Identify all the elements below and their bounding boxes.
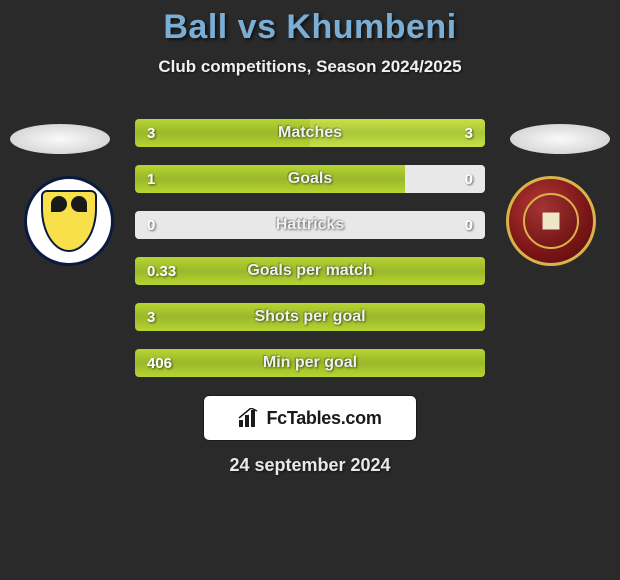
brand-text: FcTables.com [266, 408, 381, 429]
subtitle: Club competitions, Season 2024/2025 [0, 57, 620, 77]
bar-track [135, 303, 485, 331]
player-ellipse-right [510, 124, 610, 154]
stat-row: Shots per goal3 [135, 303, 485, 331]
stat-bars: Matches33 Goals10 Hattricks00 Goals per mat… [135, 119, 485, 377]
club-badge-icon [523, 193, 579, 249]
bar-track [135, 165, 485, 193]
bar-segment-left [135, 349, 485, 377]
stat-row: Hattricks00 [135, 211, 485, 239]
stat-row: Matches33 [135, 119, 485, 147]
bar-chart-icon [238, 408, 260, 428]
stat-row: Min per goal406 [135, 349, 485, 377]
stat-row: Goals per match0.33 [135, 257, 485, 285]
stat-row: Goals10 [135, 165, 485, 193]
bar-segment-left [135, 119, 310, 147]
bar-track [135, 119, 485, 147]
bar-track [135, 257, 485, 285]
team-crest-right [506, 176, 596, 266]
bar-segment-left [135, 165, 405, 193]
page-title: Ball vs Khumbeni [0, 8, 620, 47]
shield-icon [41, 190, 97, 252]
comparison-card: Ball vs Khumbeni Club competitions, Seas… [0, 0, 620, 580]
bar-track [135, 211, 485, 239]
brand-badge: FcTables.com [203, 395, 417, 441]
bar-segment-right [310, 119, 485, 147]
player-ellipse-left [10, 124, 110, 154]
bar-segment-left [135, 303, 485, 331]
bar-segment-left [135, 257, 485, 285]
bar-segment-gap [135, 211, 485, 239]
team-crest-left [24, 176, 114, 266]
date-label: 24 september 2024 [0, 455, 620, 476]
bar-segment-gap [405, 165, 486, 193]
bar-track [135, 349, 485, 377]
